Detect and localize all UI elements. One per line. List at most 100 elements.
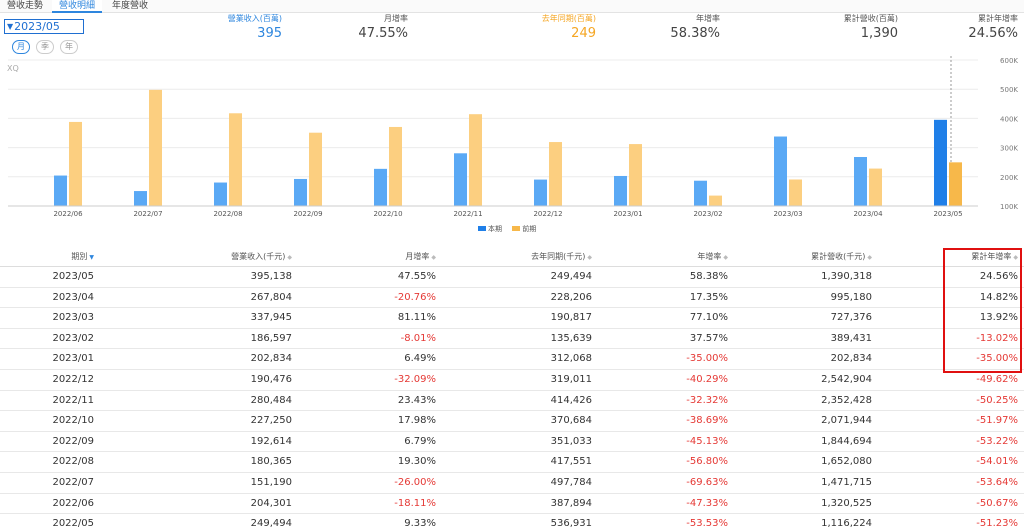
metric-cumulative-yoy-label: 累計年增率: [978, 14, 1018, 23]
cell-yoy: -56.80%: [686, 456, 728, 468]
cell-revenue: 192,614: [250, 435, 292, 447]
bar-current: [614, 175, 627, 206]
header-yoy[interactable]: 年增率 ◆: [697, 251, 728, 262]
cell-cumulative: 1,652,080: [821, 456, 872, 468]
metric-revenue-value: 395: [257, 26, 282, 41]
header-prior-year[interactable]: 去年同期(千元) ◆: [531, 251, 592, 262]
chevron-down-icon: ▼: [7, 22, 14, 31]
cell-revenue: 267,804: [250, 291, 292, 303]
cell-cumulative: 389,431: [830, 332, 872, 344]
x-tick-label: 2022/09: [293, 210, 322, 218]
y-tick-label: 400K: [1000, 115, 1018, 123]
cell-revenue: 151,190: [250, 476, 292, 488]
sort-icon: ◆: [723, 254, 728, 261]
header-cumulative-yoy[interactable]: 累計年增率 ◆: [971, 251, 1018, 262]
bar-current: [694, 180, 707, 206]
legend-label-prior: 前期: [522, 225, 537, 233]
cell-mom: -18.11%: [394, 497, 436, 509]
cell-cumulative-yoy: 13.92%: [979, 312, 1018, 324]
x-tick-label: 2022/10: [373, 210, 402, 218]
sort-icon: ◆: [587, 254, 592, 261]
cell-cumulative: 1,320,525: [821, 497, 872, 509]
cell-period: 2022/11: [52, 394, 94, 406]
header-revenue[interactable]: 營業收入(千元) ◆: [231, 251, 292, 262]
metric-yoy-value: 58.38%: [670, 26, 720, 41]
cell-revenue: 227,250: [250, 415, 292, 427]
bar-prior: [709, 195, 722, 206]
header-period-label: 期別: [71, 252, 88, 261]
bar-prior: [949, 162, 962, 206]
header-revenue-label: 營業收入(千元): [231, 252, 286, 261]
metric-mom-value: 47.55%: [358, 26, 408, 41]
cell-cumulative: 1,471,715: [821, 476, 872, 488]
bar-current: [854, 157, 867, 206]
cell-revenue: 186,597: [250, 332, 292, 344]
header-prior-year-label: 去年同期(千元): [531, 252, 586, 261]
table-row: 2022/06 204,301 -18.11% 387,894 -47.33% 1,320…: [0, 494, 1024, 515]
chart-legend: 本期 前期: [478, 224, 544, 234]
metric-cumulative-value: 1,390: [860, 26, 898, 41]
cell-mom: -20.76%: [394, 291, 436, 303]
cell-yoy: -32.32%: [686, 394, 728, 406]
pill-monthly[interactable]: 月: [12, 40, 30, 54]
bar-current: [534, 179, 547, 206]
period-select[interactable]: ▼2023/05: [4, 19, 84, 34]
cell-mom: 81.11%: [397, 312, 436, 324]
cell-prior-year: 387,894: [550, 497, 592, 509]
cell-yoy: -38.69%: [686, 415, 728, 427]
cell-cumulative: 1,390,318: [821, 271, 872, 282]
cell-prior-year: 190,817: [550, 312, 592, 324]
revenue-bar-chart: 100K 200K 300K 400K 500K 600K 2022/06 2022/07 20…: [8, 56, 1018, 218]
y-tick-label: 600K: [1000, 57, 1018, 65]
table-row: 2022/11 280,484 23.43% 414,426 -32.32% 2,352,…: [0, 391, 1024, 412]
cell-cumulative: 727,376: [830, 312, 872, 324]
header-cumulative[interactable]: 累計營收(千元) ◆: [811, 251, 872, 262]
cell-revenue: 337,945: [250, 312, 292, 324]
bar-prior: [69, 121, 82, 206]
cell-prior-year: 370,684: [550, 415, 592, 427]
revenue-table: 期別 ▼ 營業收入(千元) ◆ 月增率 ◆ 去年同期(千元) ◆ 年增率 ◆ 累計營收(千…: [0, 245, 1024, 529]
bar-prior: [869, 168, 882, 206]
bar-current: [294, 178, 307, 206]
cell-period: 2022/12: [52, 373, 94, 385]
cell-cumulative-yoy: 24.56%: [979, 271, 1018, 282]
cell-prior-year: 312,068: [550, 353, 592, 365]
bar-current: [214, 182, 227, 206]
cell-period: 2023/05: [52, 271, 94, 282]
pill-quarterly[interactable]: 季: [36, 40, 54, 54]
cell-revenue: 204,301: [250, 497, 292, 509]
tab-revenue-detail[interactable]: 營收明細: [52, 0, 102, 13]
bar-current: [774, 136, 787, 206]
cell-cumulative-yoy: -50.25%: [976, 394, 1018, 406]
bar-prior: [789, 179, 802, 206]
metric-prior-year: 去年同期(百萬) 249: [510, 14, 596, 42]
cell-prior-year: 319,011: [550, 373, 592, 385]
cell-mom: -8.01%: [400, 332, 436, 344]
cell-mom: 23.43%: [397, 394, 436, 406]
header-period[interactable]: 期別 ▼: [71, 251, 94, 262]
cell-revenue: 249,494: [250, 518, 292, 529]
cell-revenue: 180,365: [250, 456, 292, 468]
cell-yoy: -47.33%: [686, 497, 728, 509]
header-yoy-label: 年增率: [697, 252, 722, 261]
metric-yoy: 年增率 58.38%: [640, 14, 720, 42]
header-mom[interactable]: 月增率 ◆: [405, 251, 436, 262]
cell-revenue: 395,138: [250, 271, 292, 282]
cell-cumulative-yoy: -51.97%: [976, 415, 1018, 427]
cell-cumulative-yoy: 14.82%: [979, 291, 1018, 303]
cell-yoy: -40.29%: [686, 373, 728, 385]
table-row: 2022/05 249,494 9.33% 536,931 -53.53% 1,116,2…: [0, 514, 1024, 529]
bar-current: [374, 168, 387, 206]
tab-annual-revenue[interactable]: 年度營收: [111, 1, 148, 11]
y-tick-label: 300K: [1000, 145, 1018, 153]
table-row: 2023/01 202,834 6.49% 312,068 -35.00% 202,834…: [0, 349, 1024, 370]
cell-yoy: 17.35%: [689, 291, 728, 303]
tab-revenue-trend[interactable]: 營收走勢: [6, 1, 43, 11]
cell-cumulative: 2,071,944: [821, 415, 872, 427]
bar-prior: [469, 114, 482, 206]
cell-period: 2023/04: [52, 291, 94, 303]
cell-cumulative: 995,180: [830, 291, 872, 303]
pill-yearly[interactable]: 年: [60, 40, 78, 54]
bar-prior: [629, 144, 642, 206]
table-row: 2022/08 180,365 19.30% 417,551 -56.80% 1,652,…: [0, 452, 1024, 473]
